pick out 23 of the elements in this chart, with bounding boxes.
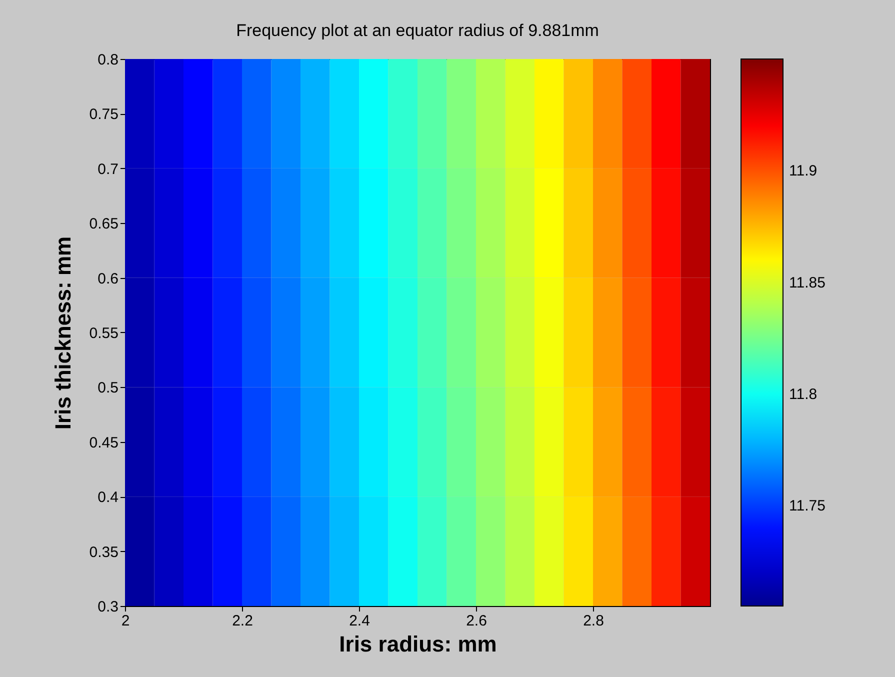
color-bar-label: 11.85 (789, 274, 826, 292)
y-tick-label: 0.35 (89, 544, 118, 561)
y-tick-label: 0.55 (89, 325, 118, 342)
color-bar-label: 11.9 (789, 162, 818, 180)
y-tick-label: 0.7 (98, 160, 118, 178)
y-tick-label: 0.3 (98, 598, 118, 616)
y-tick-label: 0.6 (98, 270, 118, 288)
x-tick-label: 2 (121, 612, 130, 630)
y-tick-label: 0.4 (98, 489, 118, 506)
y-tick-label: 0.5 (98, 380, 118, 397)
y-tick-label: 0.75 (89, 106, 118, 124)
y-tick-label: 0.65 (89, 216, 118, 233)
color-bar-label: 11.75 (789, 498, 826, 515)
x-tick-label: 2.4 (349, 612, 370, 630)
y-tick-label: 0.8 (98, 52, 118, 68)
chart-title: Frequency plot at an equator radius of 9.881mm (236, 21, 599, 40)
y-tick-label: 0.45 (89, 434, 118, 452)
y-axis-title: Iris thickness: mm (50, 236, 76, 430)
x-tick-label: 2.6 (466, 612, 487, 630)
x-tick-label: 2.8 (583, 612, 604, 630)
x-axis-title: Iris radius: mm (339, 632, 497, 656)
x-tick-label: 2.2 (232, 612, 253, 630)
color-bar-label: 11.8 (789, 386, 818, 403)
